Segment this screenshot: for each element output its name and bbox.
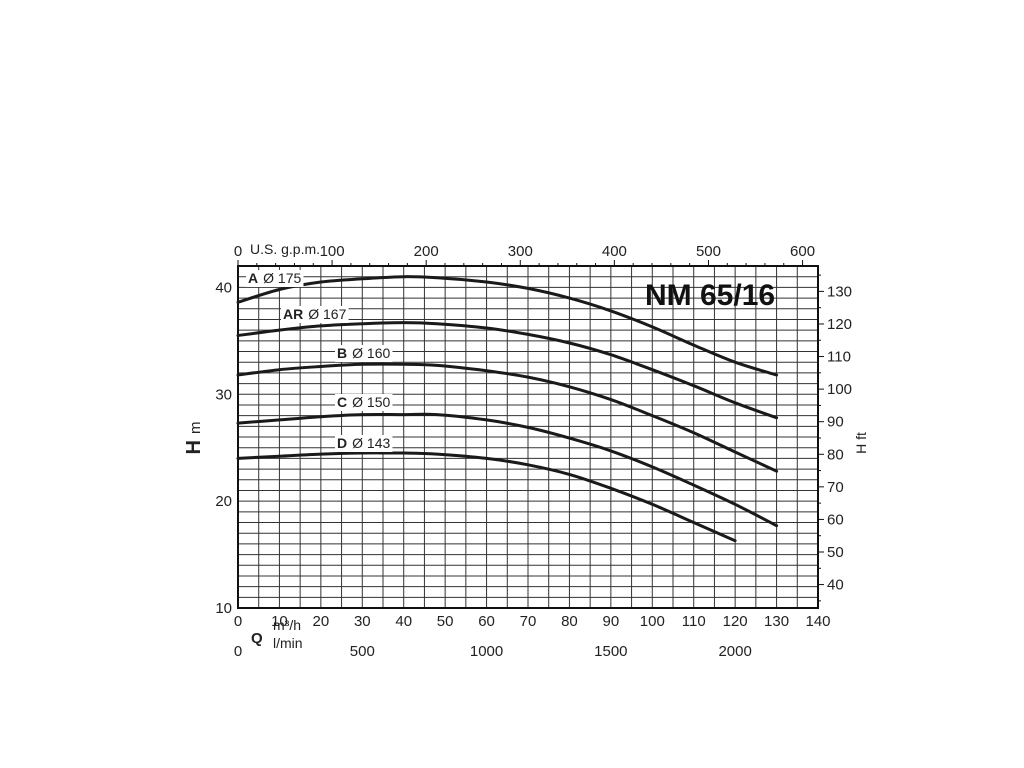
x-gpm-unit: U.S. g.p.m.: [250, 241, 320, 257]
curve-label-ar: AR Ø 167: [283, 306, 347, 322]
x-tick-label: 130: [764, 613, 789, 630]
x-tick-label: 140: [805, 613, 830, 630]
plot-border: [237, 265, 819, 609]
x-tick-label: 0: [234, 613, 242, 630]
ft-axis-label: H ft: [853, 432, 869, 454]
curve-d: [236, 451, 737, 543]
x-tick-label: 120: [723, 613, 748, 630]
x-gpm-tick-label: 0: [234, 243, 242, 260]
y-tick-label: 20: [215, 493, 232, 510]
x-tick-label: 40: [395, 613, 412, 630]
x-tick-label: 50: [437, 613, 454, 630]
ft-tick-label: 110: [827, 349, 851, 366]
ft-tick-label: 120: [827, 316, 852, 333]
y-tick-label: 40: [215, 279, 232, 296]
ft-tick-label: 40: [827, 577, 844, 594]
x-lmin-tick-label: 1000: [470, 643, 503, 660]
x-lmin-tick-label: 2000: [718, 643, 751, 660]
x-axis-unit-bottom: l/min: [273, 635, 303, 651]
x-gpm-tick-label: 500: [696, 243, 721, 260]
x-lmin-tick-label: 0: [234, 643, 242, 660]
x-gpm-tick-label: 200: [414, 243, 439, 260]
x-tick-label: 20: [313, 613, 330, 630]
x-axis-unit-top: m³/h: [273, 617, 301, 633]
curve-ar: [236, 321, 779, 420]
curve-b: [236, 362, 779, 473]
ft-tick-label: 130: [827, 283, 852, 300]
x-tick-label: 30: [354, 613, 371, 630]
ft-tick-label: 90: [827, 414, 844, 431]
x-gpm-tick-label: 400: [602, 243, 627, 260]
ft-tick-label: 50: [827, 544, 844, 561]
curve-a: [236, 275, 779, 377]
chart-title: NM 65/16: [645, 279, 775, 312]
plot-frame: [237, 265, 819, 609]
curve-label-bg: [335, 394, 393, 411]
curve-label-bg: [246, 270, 304, 287]
curve-label-bg: [335, 345, 393, 362]
curve-label-bg: [335, 435, 393, 452]
x-tick-label: 110: [682, 613, 706, 630]
x-tick-label: 10: [271, 613, 288, 630]
x-tick-label: 100: [640, 613, 665, 630]
ft-tick-label: 80: [827, 446, 844, 463]
x-gpm-tick-label: 300: [508, 243, 533, 260]
ft-tick-label: 100: [827, 381, 852, 398]
x-tick-label: 90: [603, 613, 620, 630]
x-gpm-tick-label: 600: [790, 243, 815, 260]
x-axis-symbol: Q: [251, 630, 263, 647]
y-tick-label: 30: [215, 386, 232, 403]
x-tick-label: 60: [478, 613, 495, 630]
curve-c: [236, 412, 779, 528]
ft-tick-label: 70: [827, 479, 844, 496]
y-tick-label: 10: [215, 600, 232, 617]
curve-label-bg: [281, 306, 349, 323]
y-axis-label: Hm: [183, 422, 205, 455]
x-lmin-tick-label: 500: [350, 643, 375, 660]
ft-tick-label: 60: [827, 511, 844, 528]
x-tick-label: 70: [520, 613, 537, 630]
x-tick-label: 80: [561, 613, 578, 630]
x-lmin-tick-label: 1500: [594, 643, 627, 660]
x-gpm-tick-label: 100: [320, 243, 345, 260]
